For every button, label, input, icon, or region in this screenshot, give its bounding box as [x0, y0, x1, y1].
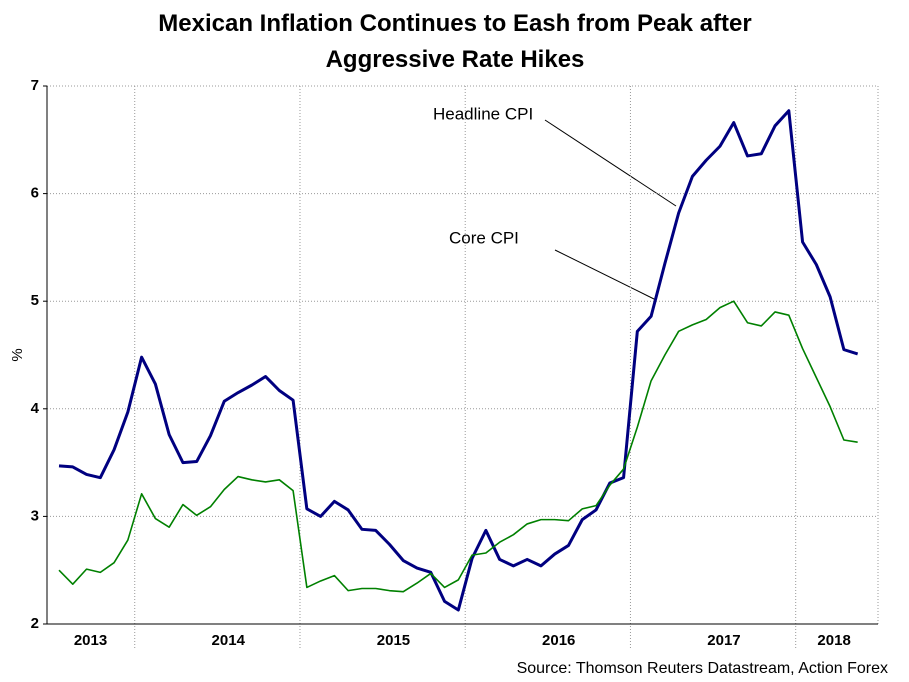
x-tick-label: 2015 [377, 632, 410, 649]
y-tick-label: 2 [31, 615, 39, 632]
series-line [58, 109, 859, 612]
series-annotation: Headline CPI [433, 104, 533, 123]
y-tick-label: 3 [31, 507, 39, 524]
y-axis-label: % [9, 348, 26, 361]
x-tick-label: 2018 [817, 632, 850, 649]
series-line [58, 300, 858, 593]
x-tick-label: 2013 [74, 632, 107, 649]
x-tick-label: 2017 [707, 632, 740, 649]
leader-line [544, 119, 677, 207]
series-annotation: Core CPI [449, 228, 519, 247]
y-tick-label: 7 [31, 77, 39, 94]
y-tick-label: 6 [31, 185, 39, 202]
chart-title: Mexican Inflation Continues to Eash from… [158, 10, 752, 73]
source: Source: Thomson Reuters Datastream, Acti… [517, 660, 888, 677]
y-tick-label: 4 [31, 400, 40, 417]
x-tick-label: 2016 [542, 632, 575, 649]
x-tick-label: 2014 [212, 632, 246, 649]
y-tick-label: 5 [31, 292, 39, 309]
leader-line [554, 249, 657, 301]
